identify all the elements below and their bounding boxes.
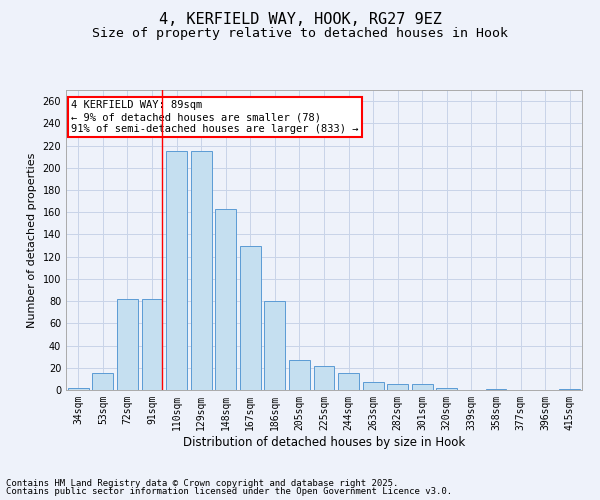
Bar: [166, 151, 187, 390]
Text: 4 KERFIELD WAY: 89sqm
← 9% of detached houses are smaller (78)
91% of semi-detac: 4 KERFIELD WAY: 89sqm ← 9% of detached h…: [71, 100, 359, 134]
Bar: [485, 389, 506, 390]
Text: Contains HM Land Registry data © Crown copyright and database right 2025.: Contains HM Land Registry data © Crown c…: [6, 478, 398, 488]
Bar: [387, 384, 408, 390]
Y-axis label: Number of detached properties: Number of detached properties: [27, 152, 37, 328]
Bar: [68, 388, 89, 390]
Bar: [289, 360, 310, 390]
Bar: [215, 209, 236, 390]
Bar: [362, 382, 383, 390]
Bar: [265, 301, 286, 390]
Bar: [117, 299, 138, 390]
Bar: [314, 366, 334, 390]
Bar: [412, 384, 433, 390]
Bar: [338, 374, 359, 390]
Bar: [191, 151, 212, 390]
Text: 4, KERFIELD WAY, HOOK, RG27 9EZ: 4, KERFIELD WAY, HOOK, RG27 9EZ: [158, 12, 442, 28]
Bar: [240, 246, 261, 390]
Text: Size of property relative to detached houses in Hook: Size of property relative to detached ho…: [92, 28, 508, 40]
Bar: [92, 374, 113, 390]
Bar: [436, 388, 457, 390]
Bar: [559, 389, 580, 390]
X-axis label: Distribution of detached houses by size in Hook: Distribution of detached houses by size …: [183, 436, 465, 448]
Text: Contains public sector information licensed under the Open Government Licence v3: Contains public sector information licen…: [6, 487, 452, 496]
Bar: [142, 299, 163, 390]
